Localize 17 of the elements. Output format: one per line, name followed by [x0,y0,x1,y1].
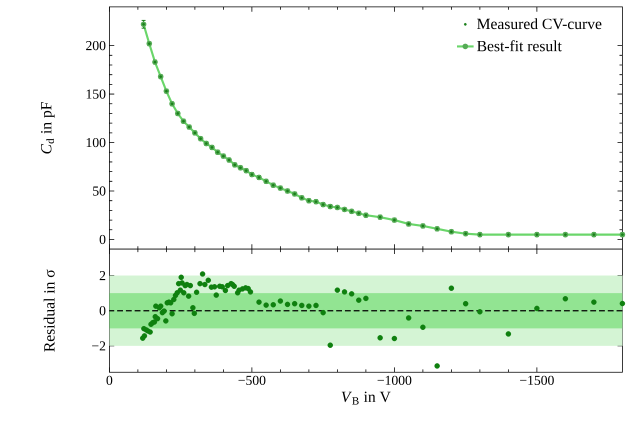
y-axis-title: C$_{d}$ in pF [41,102,55,154]
x-tick-label: −1000 [378,376,412,386]
x-tick-label: −500 [238,376,266,386]
y-tick-label: 100 [86,138,106,148]
y-tick-label: 2 [100,271,106,280]
y-axis-title: Residual in σ [44,270,55,352]
y-tick-label: 0 [100,306,106,316]
x-tick-label: 0 [106,376,112,386]
legend-label: Measured CV-curve [477,18,602,30]
y-tick-label: 50 [93,186,106,196]
y-tick-label: 0 [100,235,106,244]
x-axis-title: V$_{B}$ in V [342,392,391,405]
y-tick-label: 150 [86,90,106,99]
y-tick-label: 200 [86,41,106,50]
y-tick-label: −2 [92,342,106,351]
legend-label: Best-fit result [477,40,562,52]
x-tick-label: −1500 [520,376,554,386]
